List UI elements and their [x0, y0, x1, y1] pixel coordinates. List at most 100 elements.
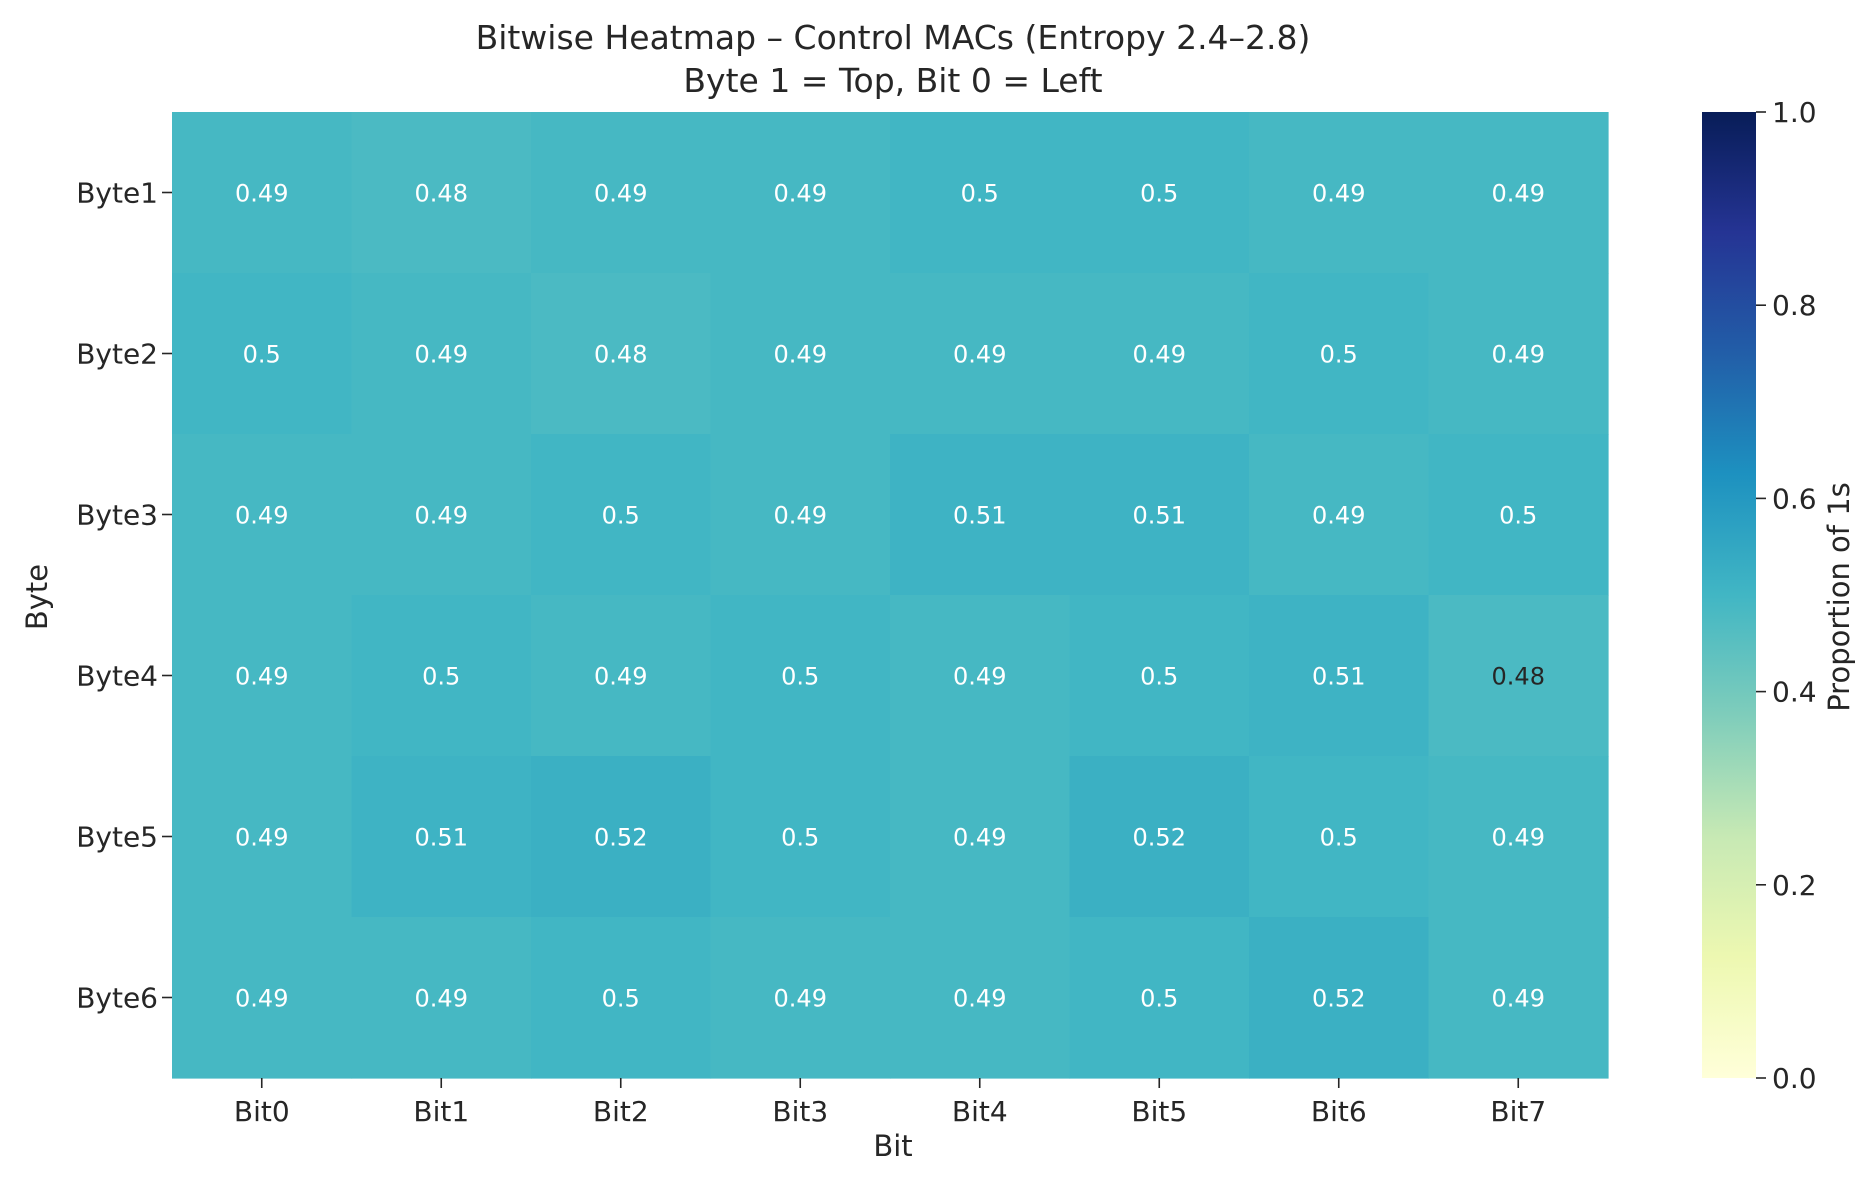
- colorbar-tick-label: 0.8: [1772, 289, 1817, 322]
- y-tick-label: Byte5: [76, 821, 158, 854]
- heatmap-cell-r6-c2: [531, 917, 712, 1079]
- cell-value-label: 0.49: [774, 985, 827, 1013]
- heatmap-cell-r3-c3: [710, 434, 891, 596]
- heatmap-cells: 0.49 0.48 0.49 0.49 0.5 0.5 0.49 0.49 0.5 0.49 0.4…: [172, 112, 1609, 1079]
- x-tick-label: Bit0: [234, 1095, 290, 1128]
- cell-value-label: 0.49: [774, 502, 827, 530]
- cell-value-label: 0.49: [1492, 824, 1545, 852]
- heatmap-cell-r1-c5: [1069, 112, 1250, 274]
- heatmap-cell-r1-c4: [890, 112, 1071, 274]
- cell-value-label: 0.52: [594, 824, 647, 852]
- heatmap-cell-r4-c2: [531, 595, 712, 757]
- y-tick-label: Byte3: [76, 499, 158, 532]
- x-tick-label: Bit5: [1131, 1095, 1187, 1128]
- cell-value-label: 0.49: [235, 663, 288, 691]
- cell-value-label: 0.5: [422, 663, 460, 691]
- heatmap-cell-r4-c7: [1428, 595, 1609, 757]
- cell-value-label: 0.49: [1492, 180, 1545, 208]
- y-axis-ticks: Byte1 Byte2 Byte3 Byte4 Byte5 Byte6: [76, 177, 172, 1015]
- heatmap-cell-r2-c4: [890, 273, 1071, 435]
- colorbar-tick-label: 0.4: [1772, 676, 1817, 709]
- y-tick-label: Byte1: [76, 177, 158, 210]
- heatmap-cell-r5-c7: [1428, 756, 1609, 918]
- cell-value-label: 0.49: [415, 985, 468, 1013]
- cell-value-label: 0.48: [1492, 663, 1545, 691]
- cell-value-label: 0.48: [415, 180, 468, 208]
- x-tick-label: Bit6: [1311, 1095, 1367, 1128]
- cell-value-label: 0.5: [1499, 502, 1537, 530]
- chart-title: Bitwise Heatmap – Control MACs (Entropy …: [476, 18, 1311, 57]
- heatmap-cell-r5-c3: [710, 756, 891, 918]
- cell-value-label: 0.5: [781, 663, 819, 691]
- cell-value-label: 0.49: [415, 341, 468, 369]
- heatmap-cell-r1-c7: [1428, 112, 1609, 274]
- heatmap-cell-r3-c2: [531, 434, 712, 596]
- cell-value-label: 0.5: [1140, 663, 1178, 691]
- cell-value-label: 0.5: [1140, 985, 1178, 1013]
- heatmap-cell-r1-c3: [710, 112, 891, 274]
- y-tick-label: Byte4: [76, 660, 158, 693]
- heatmap-cell-r3-c4: [890, 434, 1071, 596]
- cell-value-label: 0.5: [1320, 824, 1358, 852]
- heatmap-cell-r3-c7: [1428, 434, 1609, 596]
- heatmap-cell-r4-c4: [890, 595, 1071, 757]
- heatmap-cell-r6-c5: [1069, 917, 1250, 1079]
- x-tick-label: Bit7: [1490, 1095, 1546, 1128]
- heatmap-cell-r6-c4: [890, 917, 1071, 1079]
- cell-value-label: 0.49: [235, 824, 288, 852]
- cell-value-label: 0.5: [961, 180, 999, 208]
- y-tick-label: Byte6: [76, 982, 158, 1015]
- heatmap-cell-r6-c0: [172, 917, 353, 1079]
- heatmap-cell-r1-c0: [172, 112, 353, 274]
- heatmap-cell-r1-c2: [531, 112, 712, 274]
- heatmap-cell-r2-c2: [531, 273, 712, 435]
- heatmap-cell-r3-c6: [1249, 434, 1430, 596]
- heatmap-cell-r4-c3: [710, 595, 891, 757]
- cell-value-label: 0.52: [1312, 985, 1365, 1013]
- heatmap-cell-r2-c3: [710, 273, 891, 435]
- cell-value-label: 0.49: [953, 824, 1006, 852]
- heatmap-cell-r6-c1: [351, 917, 532, 1079]
- colorbar-tick-label: 1.0: [1772, 96, 1817, 129]
- cell-value-label: 0.5: [1320, 341, 1358, 369]
- cell-value-label: 0.49: [1312, 502, 1365, 530]
- cell-value-label: 0.5: [781, 824, 819, 852]
- heatmap-cell-r3-c1: [351, 434, 532, 596]
- heatmap-cell-r5-c0: [172, 756, 353, 918]
- cell-value-label: 0.48: [594, 341, 647, 369]
- cell-value-label: 0.49: [1133, 341, 1186, 369]
- heatmap-cell-r6-c7: [1428, 917, 1609, 1079]
- heatmap-cell-r4-c0: [172, 595, 353, 757]
- x-tick-label: Bit2: [593, 1095, 649, 1128]
- x-tick-label: Bit3: [772, 1095, 828, 1128]
- colorbar-label: Proportion of 1s: [1822, 482, 1856, 712]
- heatmap-cell-r5-c4: [890, 756, 1071, 918]
- colorbar-tick-label: 0.2: [1772, 869, 1817, 902]
- cell-value-label: 0.49: [235, 502, 288, 530]
- colorbar-tick-label: 0.0: [1772, 1062, 1817, 1095]
- x-tick-label: Bit1: [413, 1095, 469, 1128]
- heatmap-cell-r2-c6: [1249, 273, 1430, 435]
- cell-value-label: 0.49: [953, 663, 1006, 691]
- heatmap-cell-r3-c5: [1069, 434, 1250, 596]
- heatmap-cell-r2-c7: [1428, 273, 1609, 435]
- heatmap-cell-r4-c1: [351, 595, 532, 757]
- y-axis-label: Byte: [20, 564, 54, 630]
- cell-value-label: 0.5: [1140, 180, 1178, 208]
- cell-value-label: 0.5: [602, 985, 640, 1013]
- cell-value-label: 0.51: [415, 824, 468, 852]
- heatmap-cell-r2-c1: [351, 273, 532, 435]
- x-tick-label: Bit4: [952, 1095, 1008, 1128]
- heatmap-cell-r2-c0: [172, 273, 353, 435]
- y-tick-label: Byte2: [76, 338, 158, 371]
- heatmap-cell-r5-c6: [1249, 756, 1430, 918]
- cell-value-label: 0.52: [1133, 824, 1186, 852]
- heatmap-cell-r4-c6: [1249, 595, 1430, 757]
- cell-value-label: 0.49: [1492, 341, 1545, 369]
- colorbar-ticks: 0.0 0.2 0.4 0.6 0.8 1.0: [1756, 96, 1817, 1095]
- cell-value-label: 0.51: [1133, 502, 1186, 530]
- cell-value-label: 0.5: [602, 502, 640, 530]
- cell-value-label: 0.49: [415, 502, 468, 530]
- heatmap-cell-r6-c6: [1249, 917, 1430, 1079]
- colorbar-tick-label: 0.6: [1772, 482, 1817, 515]
